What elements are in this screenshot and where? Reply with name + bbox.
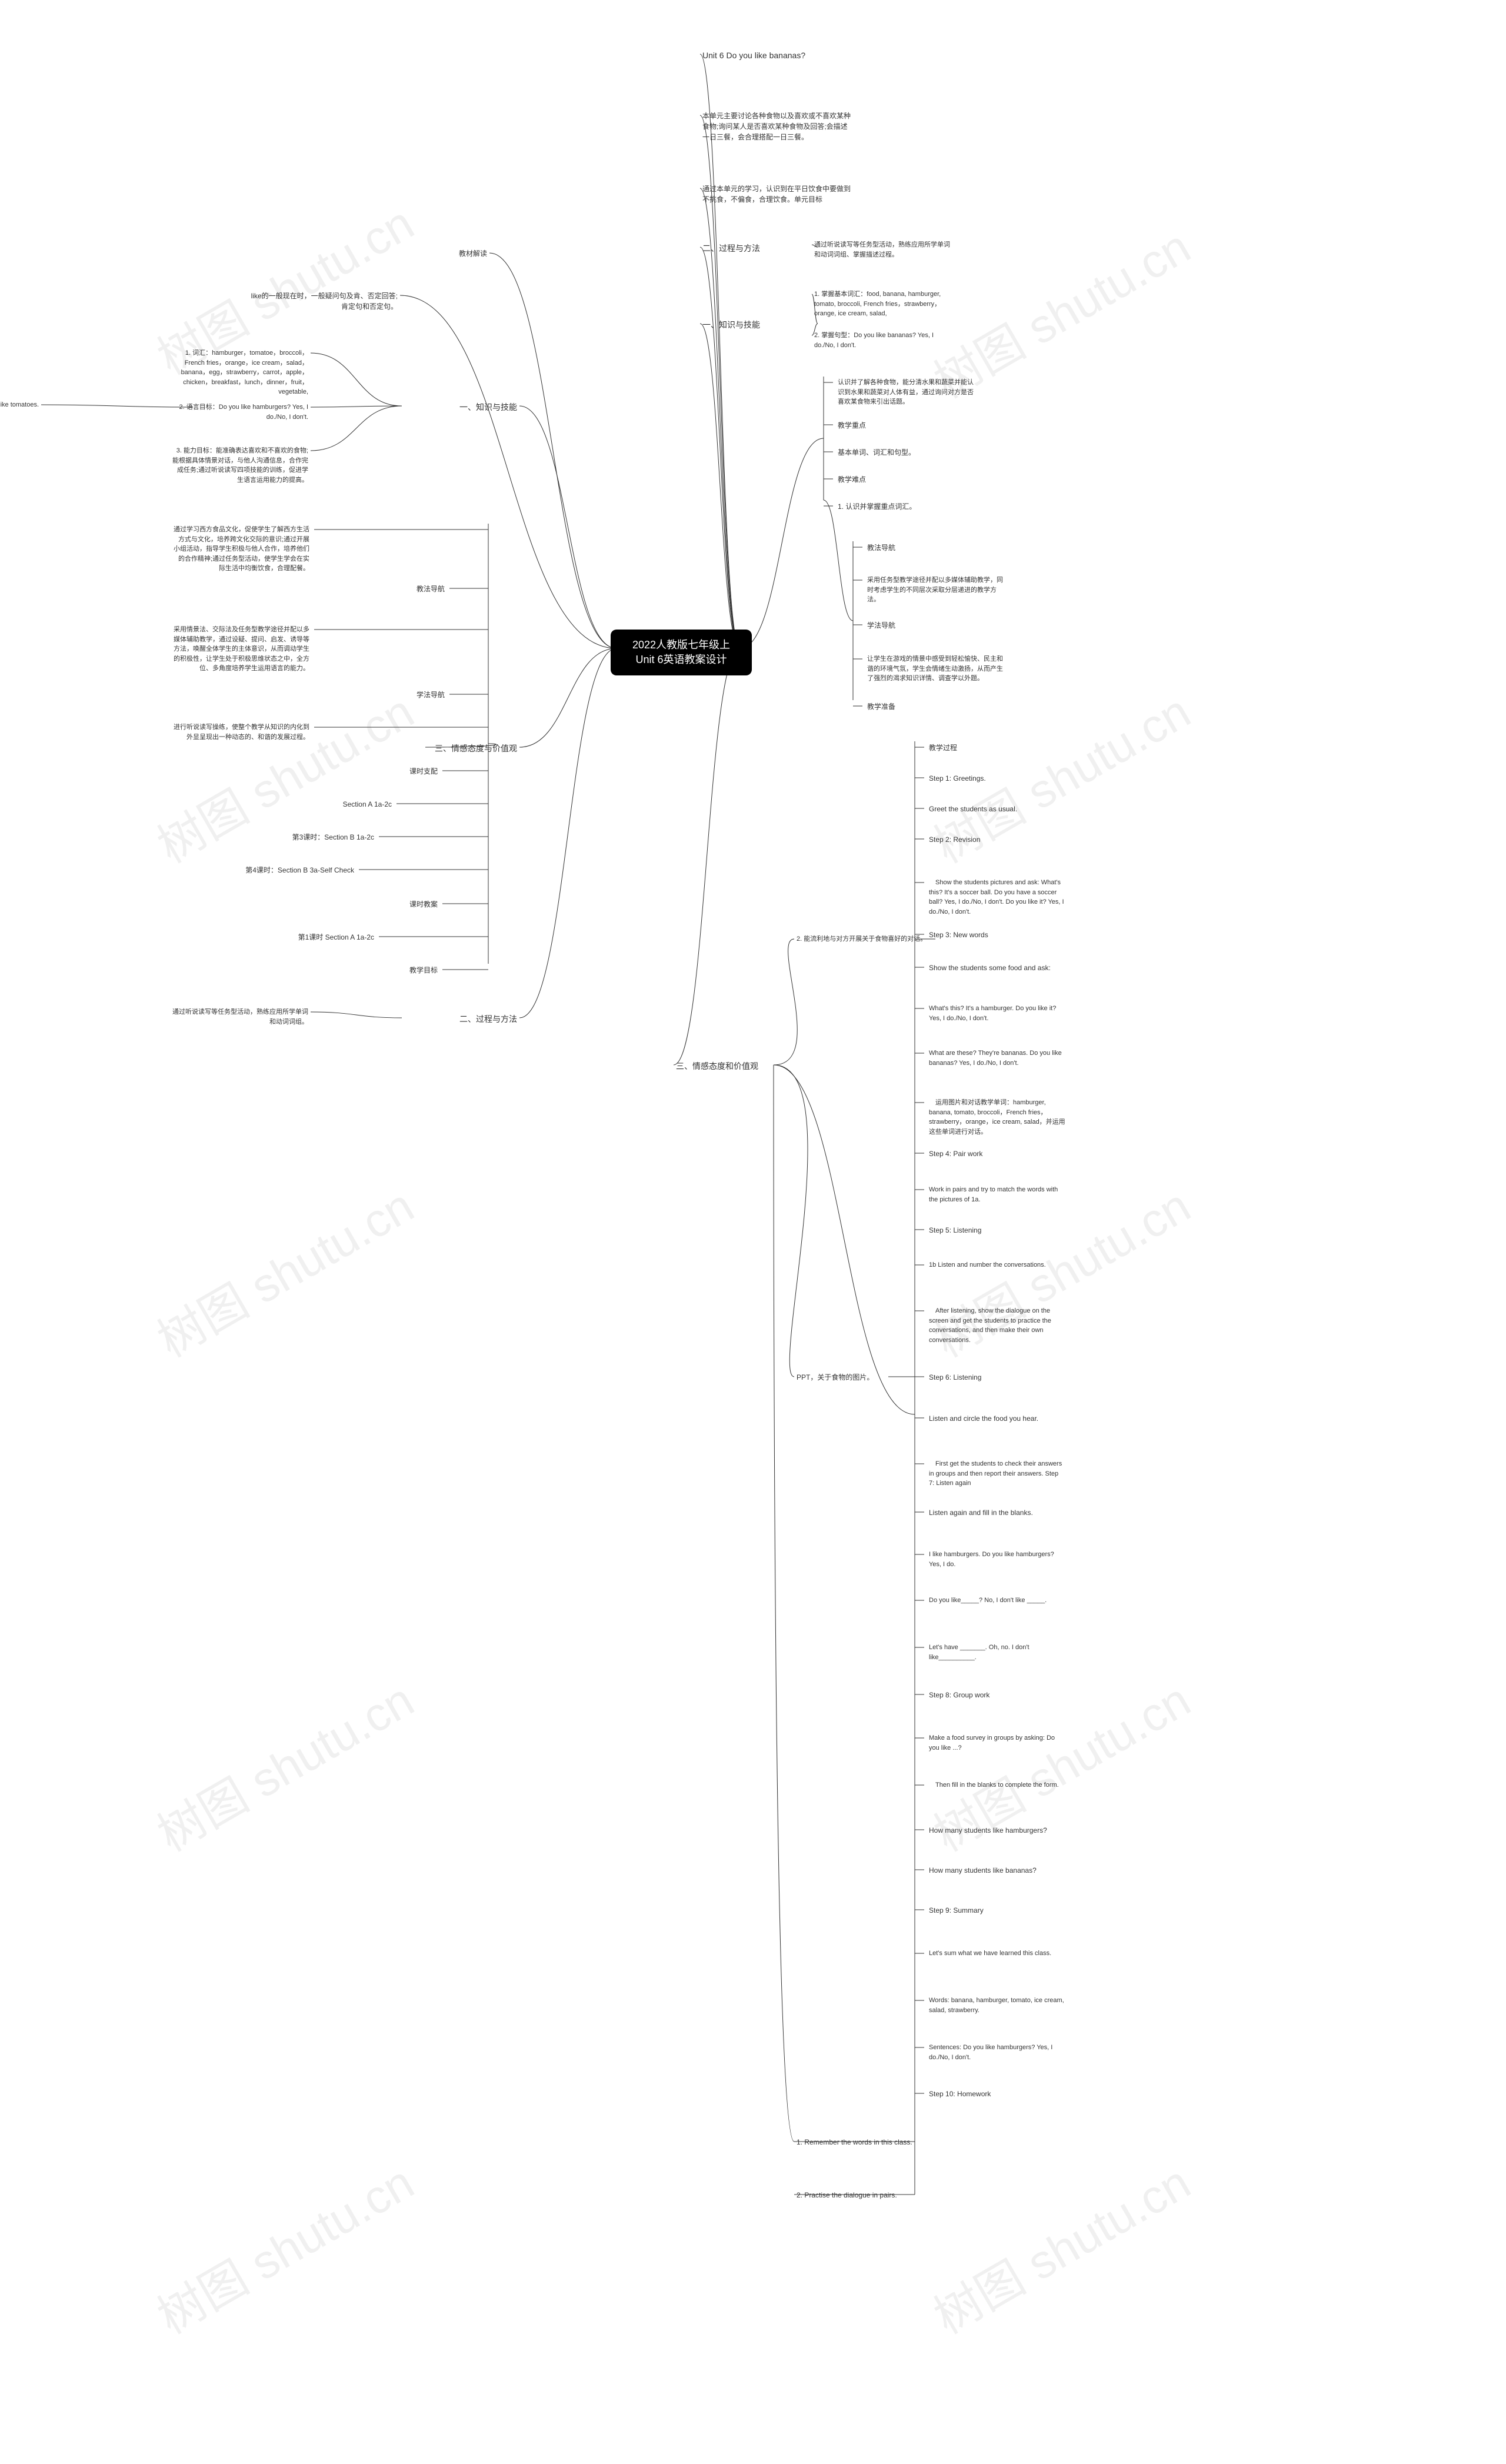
node-p30: Words: banana, hamburger, tomato, ice cr… <box>927 1994 1068 2016</box>
root-node: 2022人教版七年级上Unit 6英语教案设计 <box>611 630 752 675</box>
node-l_m2a: 通过听说读写等任务型活动，熟练应用所学单词和动词词组。 <box>169 1006 311 1028</box>
node-ppt: PPT，关于食物的图片。 <box>794 1371 876 1384</box>
node-h2: 2. Practise the dialogue in pairs. <box>794 2189 899 2202</box>
node-r6: 认识并了解各种食物，能分清水果和蔬菜并能认识到水果和蔬菜对人体有益，通过询问对方… <box>835 377 977 408</box>
node-p11: Step 4: Pair work <box>927 1147 985 1160</box>
node-p3: Greet the students as usual. <box>927 803 1019 815</box>
node-r9: 教学难点 <box>835 473 868 486</box>
node-p17: Listen and circle the food you hear. <box>927 1412 1041 1425</box>
node-p4: Step 2: Revision <box>927 833 982 846</box>
node-l_main2: 二、过程与方法 <box>457 1012 519 1027</box>
node-r1: Unit 6 Do you like bananas? <box>700 48 808 63</box>
node-p31: Sentences: Do you like hamburgers? Yes, … <box>927 2042 1068 2063</box>
node-p32: Step 10: Homework <box>927 2087 993 2100</box>
node-l_z1: 一、知识与技能 <box>457 400 519 415</box>
node-l_ks5: 第1课时 Section A 1a-2c <box>296 931 376 944</box>
node-p6: Step 3: New words <box>927 928 991 941</box>
node-l_ks1: Section A 1a-2c <box>341 798 394 811</box>
node-r11: 教法导航 <box>865 541 898 554</box>
watermark: 树图 shutu.cn <box>143 1169 424 1371</box>
watermark: 树图 shutu.cn <box>143 2146 424 2348</box>
node-r10: 1. 认识并掌握重点词汇。 <box>835 500 918 513</box>
node-l_para2: 采用情景法、交际法及任务型教学途径并配以多媒体辅助教学，通过设疑、提问、启发、诱… <box>171 624 312 675</box>
node-p5: Show the students pictures and ask: What… <box>927 877 1068 918</box>
node-p25: Then fill in the blanks to complete the … <box>927 1779 1061 1792</box>
node-p16: Step 6: Listening <box>927 1371 984 1384</box>
node-p12: Work in pairs and try to match the words… <box>927 1184 1068 1206</box>
node-h1: 1. Remember the words in this class. <box>794 2136 915 2149</box>
node-r5b: 2. 掌握句型：Do you like bananas? Yes, I do./… <box>812 329 953 351</box>
node-p23: Step 8: Group work <box>927 1689 992 1702</box>
node-r5: 一、知识与技能 <box>700 318 762 332</box>
node-p9: What are these? They're bananas. Do you … <box>927 1047 1068 1069</box>
node-r3: 通过本单元的学习，认识到在平日饮食中要做到不挑食，不偏食，合理饮食。单元目标 <box>700 182 853 206</box>
node-p26: How many students like hamburgers? <box>927 1824 1049 1837</box>
node-l_like: like的一般现在时，一般疑问句及肯、否定回答;肯定句和否定句。 <box>247 289 400 313</box>
node-p18: First get the students to check their an… <box>927 1458 1068 1490</box>
node-p21: Do you like_____? No, I don't like _____… <box>927 1594 1049 1607</box>
node-l_z1a: 1. 词汇：hamburger，tomatoe，broccoli，French … <box>169 347 311 398</box>
node-r14: 让学生在游戏的情景中感受到轻松愉快、民主和谐的环境气氛，学生会情绪生动激扬，从而… <box>865 653 1006 685</box>
watermark: 树图 shutu.cn <box>143 675 424 877</box>
node-l_ks2: 第3课时：Section B 1a-2c <box>290 831 376 844</box>
node-p7: Show the students some food and ask: <box>927 961 1053 974</box>
node-r12: 采用任务型教学途径并配以多媒体辅助教学，同时考虑学生的不同层次采取分层递进的教学… <box>865 574 1006 606</box>
node-p19: Listen again and fill in the blanks. <box>927 1506 1035 1519</box>
node-l_ks3: 第4课时：Section B 3a-Self Check <box>243 864 356 877</box>
node-p8: What's this? It's a hamburger. Do you li… <box>927 1003 1068 1024</box>
node-r_mid: 2. 能流利地与对方开展关于食物喜好的对话。 <box>794 933 929 945</box>
node-r4a: 通过听说读写等任务型活动，熟练应用所学单词和动词词组、掌握描述过程。 <box>812 239 953 261</box>
node-p2: Step 1: Greetings. <box>927 772 988 785</box>
node-l_para1: 通过学习西方食品文化，促使学生了解西方生活方式与文化，培养跨文化交际的意识;通过… <box>171 524 312 575</box>
watermark: 树图 shutu.cn <box>143 1663 424 1865</box>
node-l_ks4: 课时教案 <box>407 898 440 911</box>
node-p1: 教学过程 <box>927 741 959 754</box>
node-p20: I like hamburgers. Do you like hamburger… <box>927 1549 1068 1570</box>
node-r8: 基本单词、词汇和句型。 <box>835 446 918 459</box>
node-l_z1c: 3. 能力目标：能准确表达喜欢和不喜欢的食物;能根据具体情景对话，与他人沟通信息… <box>169 445 311 486</box>
node-l_z1b2: I like French fries. I don't like tomato… <box>0 399 41 411</box>
node-p22: Let's have _______. Oh, no. I don't like… <box>927 1641 1068 1663</box>
node-r_main3: 三、情感态度和价值观 <box>674 1059 761 1074</box>
node-r5a: 1. 掌握基本词汇：food, banana, hamburger, tomat… <box>812 288 953 320</box>
node-l_ks: 课时支配 <box>407 765 440 778</box>
node-r15: 教学准备 <box>865 700 898 713</box>
node-p13: Step 5: Listening <box>927 1224 984 1237</box>
node-l_ks6: 教学目标 <box>407 964 440 977</box>
node-l_xf: 学法导航 <box>414 688 447 701</box>
node-p28: Step 9: Summary <box>927 1904 986 1917</box>
node-p24: Make a food survey in groups by asking: … <box>927 1732 1068 1754</box>
watermark: 树图 shutu.cn <box>919 2146 1201 2348</box>
node-p15: After listening, show the dialogue on th… <box>927 1305 1068 1346</box>
node-l_z1b: 2. 语言目标：Do you like hamburgers? Yes, I d… <box>169 401 311 423</box>
node-r7: 教学重点 <box>835 419 868 432</box>
node-p14: 1b Listen and number the conversations. <box>927 1259 1048 1271</box>
node-r4: 二、过程与方法 <box>700 241 762 256</box>
node-r13: 学法导航 <box>865 619 898 632</box>
node-l_jf: 教法导航 <box>414 582 447 595</box>
node-p10: 运用图片和对话教学单词：hamburger, banana, tomato, b… <box>927 1097 1068 1138</box>
node-l_main3: 三、情感态度与价值观 <box>432 741 519 756</box>
node-l_jc: 教材解读 <box>457 247 489 260</box>
node-p29: Let's sum what we have learned this clas… <box>927 1947 1054 1960</box>
node-p27: How many students like bananas? <box>927 1864 1039 1877</box>
node-r2: 本单元主要讨论各种食物以及喜欢或不喜欢某种食物;询问某人是否喜欢某种食物及回答;… <box>700 109 853 144</box>
node-l_para3: 进行听说读写操练，使整个教学从知识的内化到外显呈现出一种动态的、和谐的发展过程。 <box>171 721 312 743</box>
